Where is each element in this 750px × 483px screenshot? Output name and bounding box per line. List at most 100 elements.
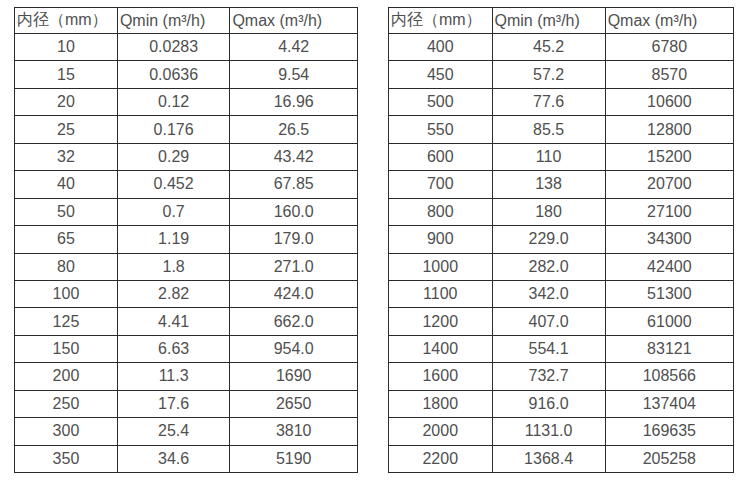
table-row: 400.45267.85: [15, 171, 358, 198]
diameter-cell: 125: [15, 308, 118, 335]
table-row: 1200407.061000: [389, 308, 734, 335]
diameter-cell: 250: [15, 390, 118, 417]
diameter-cell: 350: [15, 445, 118, 472]
table-row: 200.1216.96: [15, 88, 358, 115]
diameter-cell: 1600: [389, 363, 493, 390]
qmin-cell: 732.7: [492, 363, 605, 390]
diameter-cell: 1200: [389, 308, 493, 335]
table-row: 22001368.4205258: [389, 445, 734, 472]
qmax-cell: 10600: [605, 88, 733, 115]
diameter-cell: 32: [15, 143, 118, 170]
diameter-cell: 150: [15, 335, 118, 362]
qmax-cell: 6780: [605, 34, 733, 61]
qmax-cell: 43.42: [230, 143, 358, 170]
table-row: 20011.31690: [15, 363, 358, 390]
header-row: 内径（mm） Qmin (m³/h) Qmax (m³/h): [15, 8, 358, 34]
qmax-cell: 424.0: [230, 280, 358, 307]
table-row: 801.8271.0: [15, 253, 358, 280]
diameter-cell: 40: [15, 171, 118, 198]
qmax-cell: 169635: [605, 418, 733, 445]
qmax-cell: 20700: [605, 171, 733, 198]
qmin-cell: 0.0636: [117, 61, 230, 88]
qmin-cell: 916.0: [492, 390, 605, 417]
table-row: 80018027100: [389, 198, 734, 225]
table-row: 1002.82424.0: [15, 280, 358, 307]
qmin-cell: 342.0: [492, 280, 605, 307]
qmin-cell: 34.6: [117, 445, 230, 472]
qmax-cell: 179.0: [230, 226, 358, 253]
qmax-cell: 1690: [230, 363, 358, 390]
qmax-cell: 42400: [605, 253, 733, 280]
diameter-cell: 550: [389, 116, 493, 143]
diameter-cell: 400: [389, 34, 493, 61]
qmax-cell: 26.5: [230, 116, 358, 143]
table-row: 1506.63954.0: [15, 335, 358, 362]
qmin-cell: 6.63: [117, 335, 230, 362]
qmax-cell: 67.85: [230, 171, 358, 198]
qmin-cell: 2.82: [117, 280, 230, 307]
column-header-qmax: Qmax (m³/h): [230, 8, 358, 34]
table-row: 45057.28570: [389, 61, 734, 88]
qmin-cell: 0.29: [117, 143, 230, 170]
column-header-qmax: Qmax (m³/h): [605, 8, 733, 34]
diameter-cell: 1800: [389, 390, 493, 417]
qmin-cell: 282.0: [492, 253, 605, 280]
column-header-qmin: Qmin (m³/h): [492, 8, 605, 34]
diameter-cell: 50: [15, 198, 118, 225]
table-row: 60011015200: [389, 143, 734, 170]
diameter-cell: 200: [15, 363, 118, 390]
header-row: 内径（mm） Qmin (m³/h) Qmax (m³/h): [389, 8, 734, 34]
diameter-cell: 300: [15, 418, 118, 445]
qmax-cell: 137404: [605, 390, 733, 417]
qmax-cell: 34300: [605, 226, 733, 253]
qmin-cell: 0.176: [117, 116, 230, 143]
diameter-cell: 25: [15, 116, 118, 143]
qmin-cell: 25.4: [117, 418, 230, 445]
qmin-cell: 0.0283: [117, 34, 230, 61]
diameter-cell: 2200: [389, 445, 493, 472]
table-row: 40045.26780: [389, 34, 734, 61]
diameter-cell: 1400: [389, 335, 493, 362]
table-row: 70013820700: [389, 171, 734, 198]
qmin-cell: 1368.4: [492, 445, 605, 472]
table-row: 1000282.042400: [389, 253, 734, 280]
flow-table-small-diameters: 内径（mm） Qmin (m³/h) Qmax (m³/h) 100.02834…: [14, 7, 358, 473]
qmax-cell: 271.0: [230, 253, 358, 280]
table-row: 100.02834.42: [15, 34, 358, 61]
qmax-cell: 954.0: [230, 335, 358, 362]
qmin-cell: 77.6: [492, 88, 605, 115]
diameter-cell: 900: [389, 226, 493, 253]
table-row: 55085.512800: [389, 116, 734, 143]
qmin-cell: 45.2: [492, 34, 605, 61]
qmax-cell: 16.96: [230, 88, 358, 115]
qmax-cell: 51300: [605, 280, 733, 307]
diameter-cell: 20: [15, 88, 118, 115]
column-header-qmin: Qmin (m³/h): [117, 8, 230, 34]
qmax-cell: 15200: [605, 143, 733, 170]
table-row: 500.7160.0: [15, 198, 358, 225]
qmax-cell: 108566: [605, 363, 733, 390]
diameter-cell: 600: [389, 143, 493, 170]
diameter-cell: 100: [15, 280, 118, 307]
diameter-cell: 80: [15, 253, 118, 280]
qmax-cell: 2650: [230, 390, 358, 417]
diameter-cell: 2000: [389, 418, 493, 445]
qmin-cell: 57.2: [492, 61, 605, 88]
qmin-cell: 110: [492, 143, 605, 170]
diameter-cell: 800: [389, 198, 493, 225]
flow-table-large-diameters: 内径（mm） Qmin (m³/h) Qmax (m³/h) 40045.267…: [388, 7, 734, 473]
qmin-cell: 1.19: [117, 226, 230, 253]
diameter-cell: 1000: [389, 253, 493, 280]
column-header-diameter: 内径（mm）: [15, 8, 118, 34]
qmax-cell: 160.0: [230, 198, 358, 225]
qmax-cell: 12800: [605, 116, 733, 143]
diameter-cell: 65: [15, 226, 118, 253]
page-canvas: 内径（mm） Qmin (m³/h) Qmax (m³/h) 100.02834…: [0, 0, 750, 483]
table-row: 25017.62650: [15, 390, 358, 417]
qmin-cell: 0.7: [117, 198, 230, 225]
diameter-cell: 700: [389, 171, 493, 198]
diameter-cell: 1100: [389, 280, 493, 307]
qmin-cell: 554.1: [492, 335, 605, 362]
table-row: 900229.034300: [389, 226, 734, 253]
diameter-cell: 450: [389, 61, 493, 88]
